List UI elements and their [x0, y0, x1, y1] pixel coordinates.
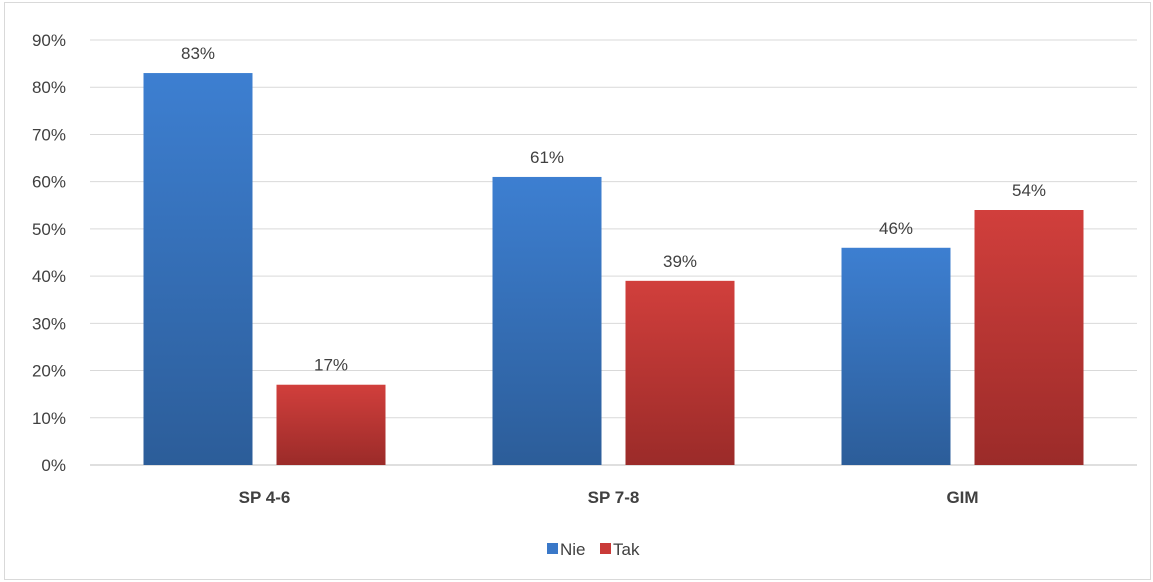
data-label: 39% [663, 252, 697, 271]
y-tick-label: 0% [41, 456, 66, 475]
legend-label-nie: Nie [560, 540, 586, 559]
bar-tak-1 [625, 280, 735, 465]
bar-tak-2 [974, 210, 1084, 465]
data-label: 54% [1012, 181, 1046, 200]
y-tick-label: 60% [32, 173, 66, 192]
category-label: SP 7-8 [588, 488, 640, 507]
y-tick-label: 70% [32, 125, 66, 144]
legend: Nie Tak [547, 540, 640, 559]
data-label: 83% [181, 44, 215, 63]
y-tick-label: 20% [32, 362, 66, 381]
y-axis-tick-labels: 0% 10% 20% 30% 40% 50% 60% 70% 80% 90% [32, 31, 66, 475]
y-tick-label: 10% [32, 409, 66, 428]
gridlines [90, 39, 1137, 466]
legend-label-tak: Tak [613, 540, 640, 559]
y-tick-label: 90% [32, 31, 66, 50]
x-axis-category-labels: SP 4-6 SP 7-8 GIM [239, 488, 979, 507]
data-labels: 83% 17% 61% 39% 46% 54% [181, 44, 1046, 375]
bars [143, 73, 1084, 466]
y-tick-label: 80% [32, 78, 66, 97]
legend-swatch-tak [600, 543, 611, 554]
bar-nie-2 [841, 247, 951, 465]
data-label: 61% [530, 148, 564, 167]
bar-nie-1 [492, 176, 602, 465]
y-tick-label: 50% [32, 220, 66, 239]
category-label: GIM [946, 488, 978, 507]
data-label: 17% [314, 356, 348, 375]
data-label: 46% [879, 219, 913, 238]
category-label: SP 4-6 [239, 488, 291, 507]
y-tick-label: 40% [32, 267, 66, 286]
y-tick-label: 30% [32, 314, 66, 333]
bar-tak-0 [276, 384, 386, 465]
legend-swatch-nie [547, 543, 558, 554]
bar-nie-0 [143, 73, 253, 466]
